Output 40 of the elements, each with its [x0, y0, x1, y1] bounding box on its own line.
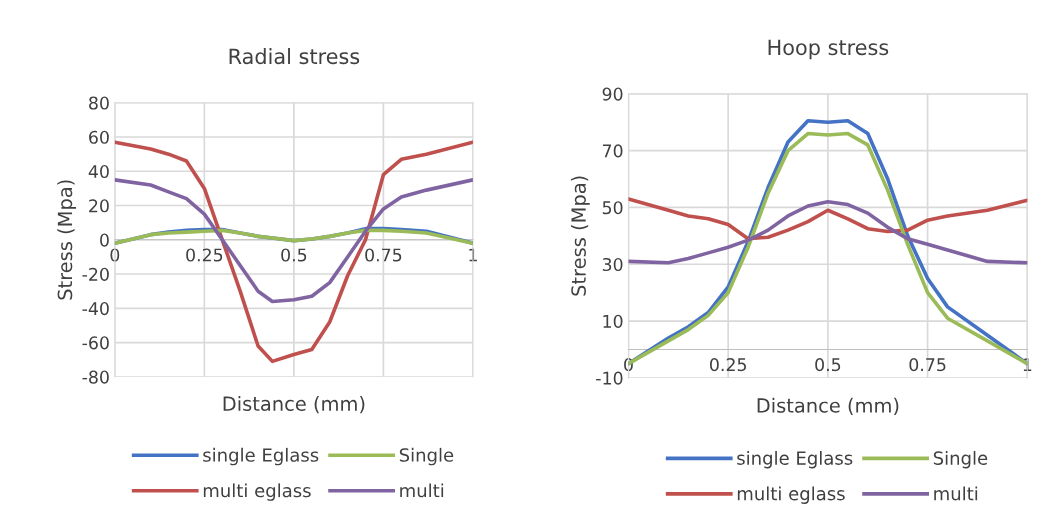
y-tick-label: 50 — [602, 201, 623, 215]
y-tick-label: 60 — [89, 130, 109, 144]
legend-label: Single — [933, 450, 988, 469]
x-tick-label: 0.25 — [186, 248, 223, 262]
y-tick-label: 20 — [89, 199, 109, 213]
legend-label: single Eglass — [203, 447, 319, 466]
chart-title: Radial stress — [229, 48, 360, 65]
x-tick-label: 0.75 — [365, 248, 402, 262]
line-series — [628, 199, 1028, 265]
y-tick-label: -80 — [82, 370, 109, 384]
x-axis-title: Distance (mm) — [223, 395, 365, 414]
legend-label: multi — [934, 486, 978, 501]
y-tick-label: 0 — [100, 233, 109, 247]
legend-label: multi eglass — [737, 486, 845, 504]
chart-title: Hoop stress — [768, 39, 889, 60]
y-tick-label: 40 — [88, 164, 109, 179]
x-tick-label: 0 — [110, 248, 120, 262]
line-series — [628, 197, 1028, 241]
y-axis-title: Stress (Mpa) — [570, 176, 590, 296]
y-axis-title: Stress (Mpa) — [57, 180, 77, 300]
legend-label: Single — [399, 447, 454, 466]
x-tick-label: 0.25 — [710, 358, 746, 372]
y-tick-label: -60 — [82, 336, 109, 350]
y-tick-label: 30 — [602, 257, 623, 272]
y-tick-label: 80 — [89, 96, 109, 110]
legend-label: multi eglass — [203, 483, 311, 501]
y-tick-label: -20 — [82, 267, 109, 281]
y-tick-label: 90 — [602, 87, 623, 101]
legend-label: single Eglass — [737, 450, 853, 469]
y-tick-label: 10 — [603, 314, 623, 328]
x-tick-label: 0.5 — [281, 248, 307, 262]
y-tick-label: 70 — [602, 144, 623, 158]
y-tick-label: -10 — [596, 371, 623, 385]
x-tick-label: 0.75 — [909, 358, 946, 372]
x-axis-title: Distance (mm) — [757, 397, 899, 416]
x-tick-label: 0.5 — [815, 358, 841, 372]
legend-label: multi — [400, 483, 444, 498]
y-tick-label: -40 — [82, 302, 109, 316]
x-tick-label: 1 — [469, 248, 477, 262]
x-tick-label: 1 — [1023, 358, 1032, 371]
